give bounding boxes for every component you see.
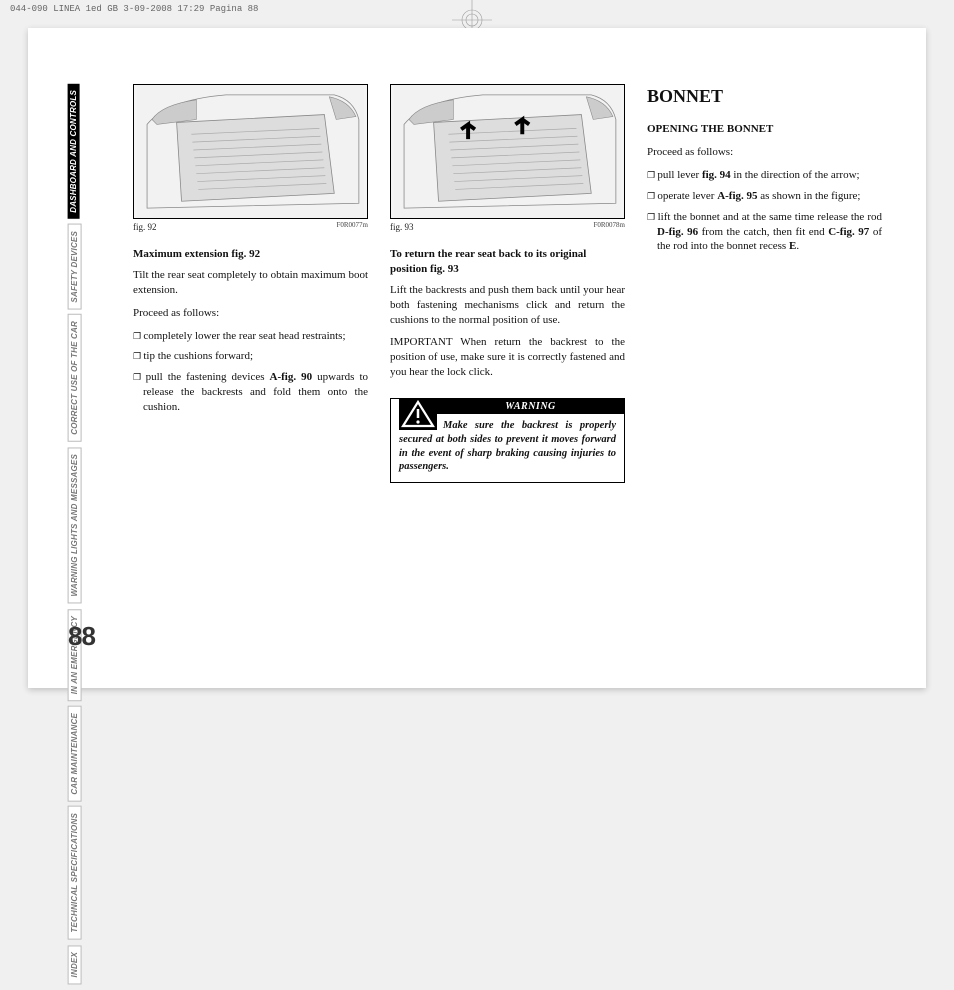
col1-item-2: pull the fastening devices A-fig. 90 upw… bbox=[133, 370, 368, 415]
warning-body: Make sure the backrest is properly secur… bbox=[391, 414, 624, 482]
tab-correct-use[interactable]: CORRECT USE OF THE CAR bbox=[68, 314, 82, 442]
tab-maintenance[interactable]: CAR MAINTENANCE bbox=[68, 706, 82, 802]
col1-heading: Maximum extension fig. 92 bbox=[133, 247, 368, 262]
col1-p2: Proceed as follows: bbox=[133, 306, 368, 321]
col3-item-2: lift the bonnet and at the same time rel… bbox=[647, 210, 882, 255]
warning-triangle-icon bbox=[399, 398, 437, 430]
fig-92-label: fig. 92 bbox=[133, 221, 157, 233]
tab-warning-lights[interactable]: WARNING LIGHTS AND MESSAGES bbox=[68, 447, 82, 603]
sidebar-tabs: DASHBOARD AND CONTROLS SAFETY DEVICES CO… bbox=[68, 84, 94, 990]
col3-list: pull lever fig. 94 in the direction of t… bbox=[647, 168, 882, 254]
tab-tech-specs[interactable]: TECHNICAL SPECIFICATIONS bbox=[68, 806, 82, 940]
figure-93-caption: fig. 93 F0R0078m bbox=[390, 221, 625, 233]
page: DASHBOARD AND CONTROLS SAFETY DEVICES CO… bbox=[28, 28, 926, 688]
column-2: fig. 93 F0R0078m To return the rear seat… bbox=[390, 84, 625, 644]
col2-p2: IMPORTANT When return the backrest to th… bbox=[390, 335, 625, 380]
print-header: 044-090 LINEA 1ed GB 3-09-2008 17:29 Pag… bbox=[10, 4, 258, 14]
fig-92-code: F0R0077m bbox=[336, 221, 368, 233]
col2-heading: To return the rear seat back to its orig… bbox=[390, 247, 625, 277]
col1-p1: Tilt the rear seat completely to obtain … bbox=[133, 268, 368, 298]
col1-list: completely lower the rear seat head rest… bbox=[133, 329, 368, 415]
page-number: 88 bbox=[68, 621, 95, 652]
figure-92 bbox=[133, 84, 368, 219]
bonnet-subtitle: OPENING THE BONNET bbox=[647, 122, 882, 137]
figure-93 bbox=[390, 84, 625, 219]
bonnet-title: BONNET bbox=[647, 84, 882, 108]
col2-p1: Lift the backrests and push them back un… bbox=[390, 283, 625, 328]
col3-p1: Proceed as follows: bbox=[647, 145, 882, 160]
col1-item-0: completely lower the rear seat head rest… bbox=[133, 329, 368, 344]
warning-label: WARNING bbox=[437, 399, 624, 415]
tab-safety[interactable]: SAFETY DEVICES bbox=[68, 224, 82, 310]
column-3: BONNET OPENING THE BONNET Proceed as fol… bbox=[647, 84, 882, 644]
fig-93-label: fig. 93 bbox=[390, 221, 414, 233]
tab-dashboard[interactable]: DASHBOARD AND CONTROLS bbox=[68, 84, 80, 219]
content-columns: fig. 92 F0R0077m Maximum extension fig. … bbox=[133, 84, 882, 644]
col3-item-1: operate lever A-fig. 95 as shown in the … bbox=[647, 189, 882, 204]
tab-index[interactable]: INDEX bbox=[68, 945, 82, 984]
column-1: fig. 92 F0R0077m Maximum extension fig. … bbox=[133, 84, 368, 644]
warning-box: WARNING Make sure the backrest is proper… bbox=[390, 398, 625, 483]
figure-92-caption: fig. 92 F0R0077m bbox=[133, 221, 368, 233]
fig-93-code: F0R0078m bbox=[593, 221, 625, 233]
col1-item-1: tip the cushions forward; bbox=[133, 349, 368, 364]
col3-item-0: pull lever fig. 94 in the direction of t… bbox=[647, 168, 882, 183]
